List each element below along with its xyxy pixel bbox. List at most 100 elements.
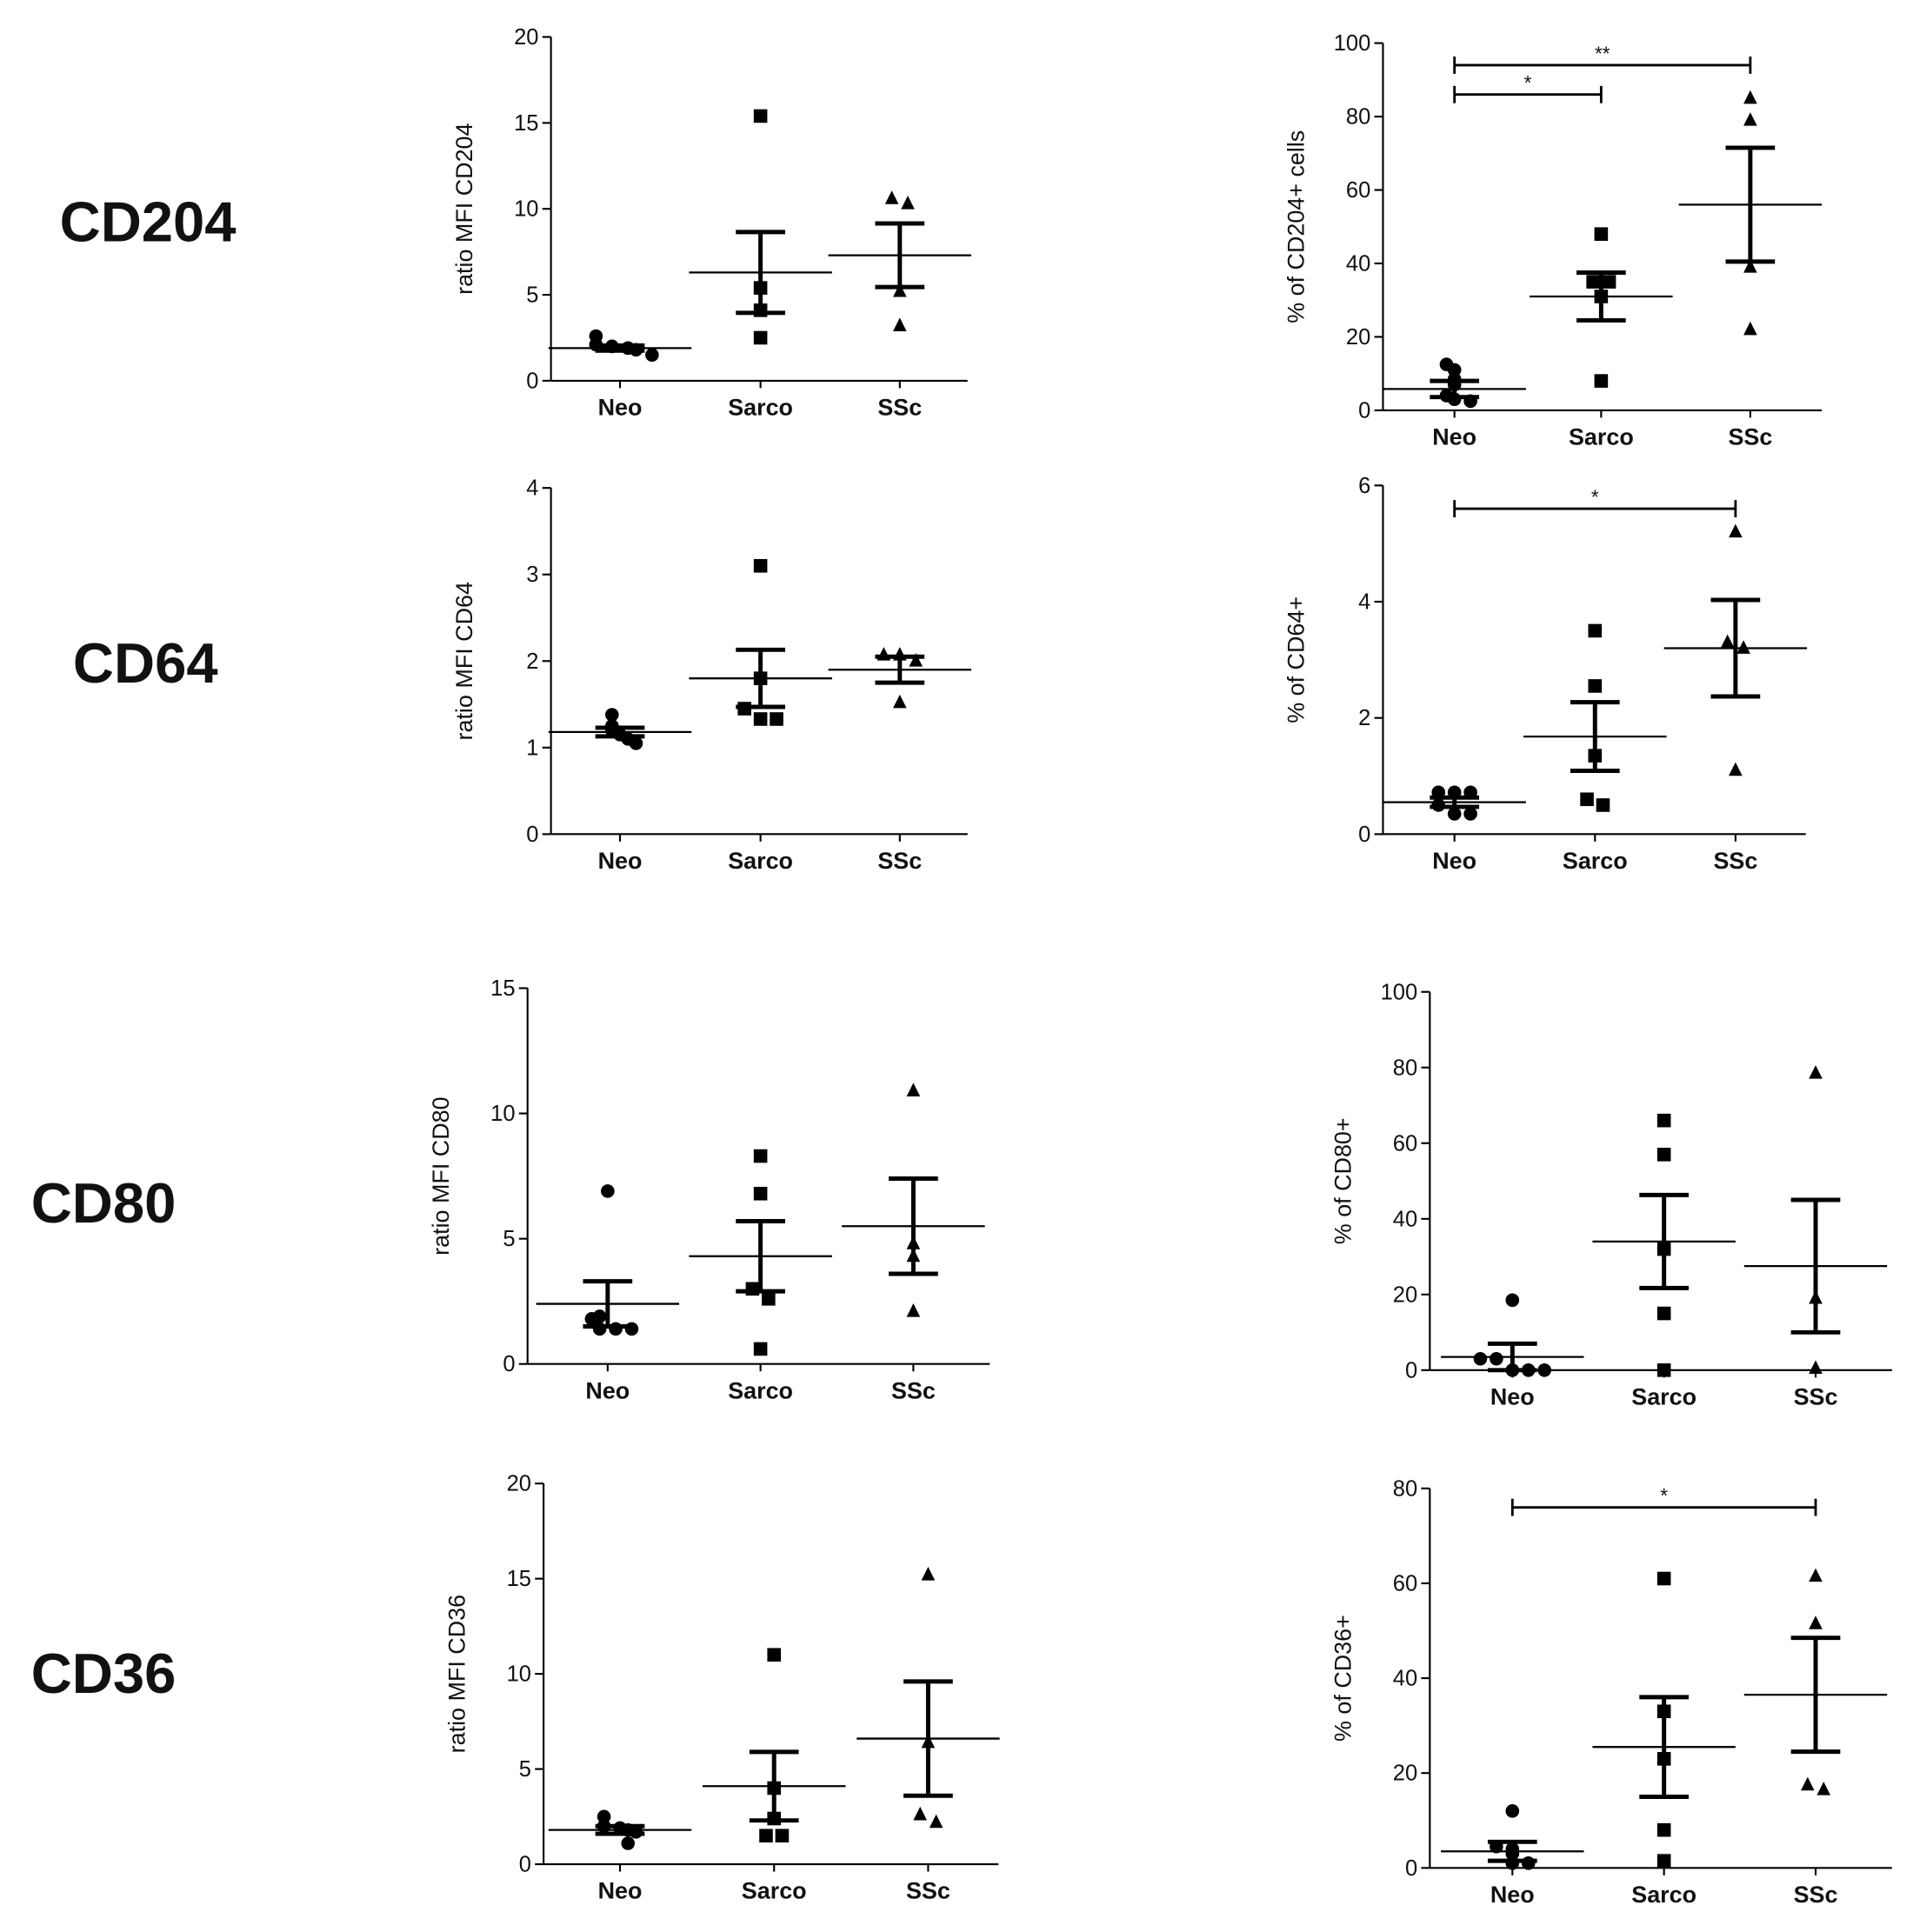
data-point <box>1447 807 1462 821</box>
y-tick-label: 20 <box>507 1472 531 1496</box>
data-point <box>929 1814 943 1829</box>
data-point <box>1656 1148 1671 1162</box>
sem-bar <box>595 1823 645 1836</box>
data-point <box>1743 258 1757 273</box>
y-tick-label: 10 <box>507 1662 531 1687</box>
y-tick-label: 20 <box>1393 1282 1417 1307</box>
data-point <box>762 1292 776 1306</box>
data-point <box>909 653 923 667</box>
y-tick-label: 15 <box>514 111 538 136</box>
data-point <box>1596 798 1610 812</box>
x-tick-label: Neo <box>1490 1882 1535 1908</box>
sem-bar <box>749 1749 799 1823</box>
y-tick-label: 5 <box>519 1757 531 1782</box>
y-tick-label: 80 <box>1393 1476 1417 1501</box>
x-tick-label: Sarco <box>728 395 793 421</box>
x-tick-label: Neo <box>1432 848 1476 874</box>
data-point <box>1729 523 1743 538</box>
data-point <box>892 283 907 297</box>
row-label: CD80 <box>31 1171 177 1235</box>
data-point <box>1743 112 1757 126</box>
y-axis-label: ratio MFI CD36 <box>443 1595 470 1753</box>
significance-bracket <box>1453 500 1737 517</box>
y-tick-label: 20 <box>1346 325 1370 350</box>
x-tick-label: Neo <box>1490 1383 1535 1409</box>
y-tick-label: 2 <box>526 650 538 674</box>
data-point <box>1586 275 1600 289</box>
row-label: CD36 <box>31 1642 177 1705</box>
y-tick-label: 0 <box>526 369 538 393</box>
data-point <box>767 1648 782 1662</box>
sem-bar <box>889 1176 938 1276</box>
data-point <box>1729 762 1743 776</box>
data-point <box>892 317 907 331</box>
data-point <box>1656 1363 1671 1377</box>
y-tick-label: 80 <box>1346 105 1370 130</box>
x-tick-label: Sarco <box>1563 848 1628 874</box>
significance-bracket <box>1510 1498 1817 1516</box>
x-tick-label: Sarco <box>1569 424 1634 450</box>
y-tick-label: 40 <box>1393 1207 1417 1231</box>
y-tick-label: 0 <box>526 823 538 847</box>
sem-bar <box>736 230 785 316</box>
y-tick-label: 1 <box>526 736 538 760</box>
x-tick-label: Sarco <box>728 1377 793 1403</box>
row-label: CD204 <box>60 190 237 254</box>
data-point <box>753 1186 768 1201</box>
sem-bar <box>1487 1839 1537 1863</box>
data-point <box>1656 1854 1671 1868</box>
sem-bar <box>1710 597 1761 699</box>
y-axis-label: % of CD80+ <box>1330 1117 1356 1244</box>
data-point <box>1594 227 1609 241</box>
y-tick-label: 20 <box>1393 1762 1417 1786</box>
x-tick-label: SSc <box>877 848 922 874</box>
data-point <box>753 1149 768 1163</box>
x-tick-label: SSc <box>1728 424 1772 450</box>
y-tick-label: 40 <box>1393 1667 1417 1691</box>
y-tick-label: 2 <box>1358 706 1370 730</box>
sem-bar <box>1790 1636 1841 1755</box>
data-point <box>1588 623 1603 638</box>
sem-bar <box>875 654 925 685</box>
significance-bracket <box>1453 57 1752 74</box>
significance-label: * <box>1660 1484 1668 1507</box>
x-tick-label: Sarco <box>1631 1383 1696 1409</box>
x-tick-label: SSc <box>877 395 922 421</box>
data-point <box>601 1184 615 1198</box>
x-tick-label: Neo <box>585 1377 630 1403</box>
sem-bar <box>903 1679 953 1798</box>
data-point <box>1473 1351 1488 1366</box>
x-tick-label: SSc <box>891 1377 936 1403</box>
sem-bar <box>595 725 645 739</box>
y-tick-label: 5 <box>503 1227 515 1251</box>
sem-bar <box>1430 378 1480 400</box>
y-axis-label: % of CD204+ cells <box>1283 130 1310 323</box>
sem-bar <box>1639 1192 1690 1290</box>
data-point <box>597 1809 611 1824</box>
sem-bar <box>1487 1341 1537 1373</box>
data-point <box>745 1282 760 1296</box>
sem-bar <box>1639 1695 1690 1799</box>
significance-bracket <box>1453 85 1603 103</box>
y-axis-label: % of CD36+ <box>1330 1615 1356 1742</box>
data-point <box>1743 90 1757 104</box>
significance-label: * <box>1591 485 1599 508</box>
data-point <box>884 190 899 204</box>
data-point <box>1809 1568 1823 1582</box>
data-point <box>753 330 768 345</box>
sem-bar <box>1576 270 1626 323</box>
row-label: CD64 <box>73 631 218 695</box>
x-tick-label: Neo <box>598 848 643 874</box>
sem-bar <box>736 647 785 710</box>
x-tick-label: Neo <box>598 1878 643 1904</box>
data-point <box>1743 321 1757 336</box>
y-tick-label: 15 <box>490 976 515 1001</box>
data-point <box>1602 275 1616 289</box>
data-point <box>1580 792 1594 807</box>
y-tick-label: 0 <box>1405 1358 1417 1382</box>
data-point <box>1505 1804 1520 1818</box>
data-point <box>1537 1363 1551 1377</box>
data-point <box>609 1322 623 1336</box>
y-tick-label: 0 <box>1405 1856 1417 1881</box>
